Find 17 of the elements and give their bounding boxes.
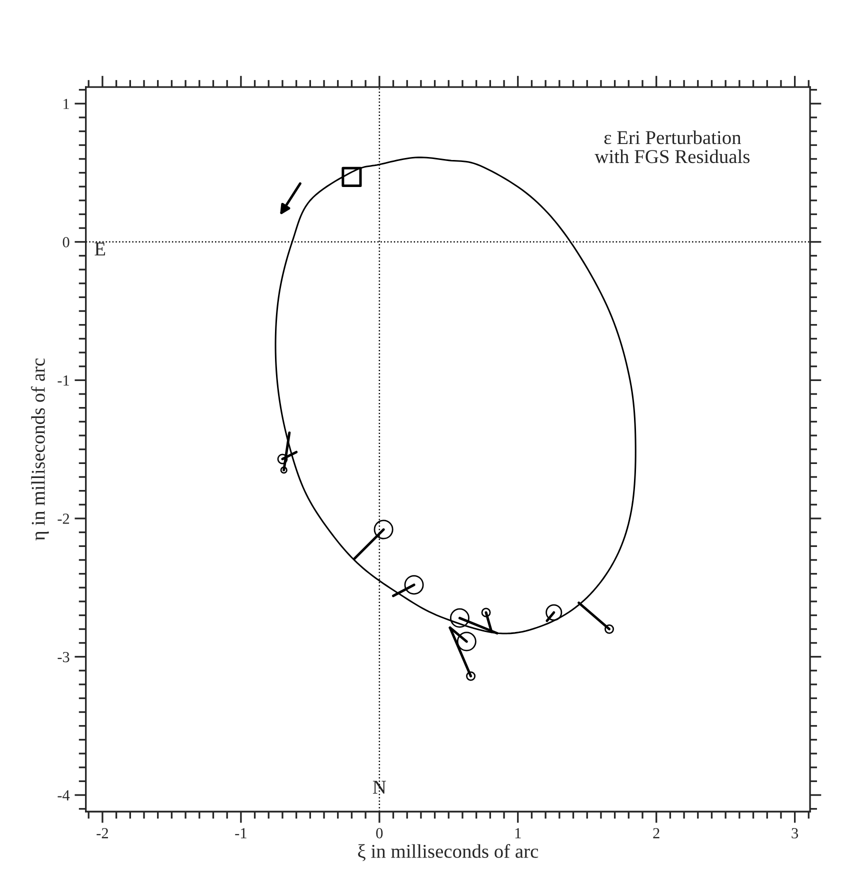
y-tick-label: 1 xyxy=(64,98,69,109)
x-tick-label: 0 xyxy=(376,828,383,838)
ref-line-label: N xyxy=(372,780,386,794)
y-tick-label: 0 xyxy=(62,237,70,248)
x-tick-label: 2 xyxy=(653,828,660,838)
y-axis-title: η in milliseconds of arc xyxy=(30,358,49,541)
x-tick-label: -1 xyxy=(235,828,246,838)
text: ε Eri Perturbation with FGS Residuals xyxy=(594,130,750,164)
x-tick-label: 1 xyxy=(515,828,521,838)
y-tick-label: -4 xyxy=(58,790,70,800)
x-axis-title: ξ in milliseconds of arc xyxy=(358,844,538,862)
x-tick-label: 3 xyxy=(792,828,798,838)
y-tick-label: -3 xyxy=(58,652,70,662)
x-tick-label: -2 xyxy=(96,828,108,838)
y-tick-label: -1 xyxy=(58,375,69,386)
ref-line-label: E xyxy=(94,242,106,256)
y-tick-label: -2 xyxy=(58,514,70,524)
